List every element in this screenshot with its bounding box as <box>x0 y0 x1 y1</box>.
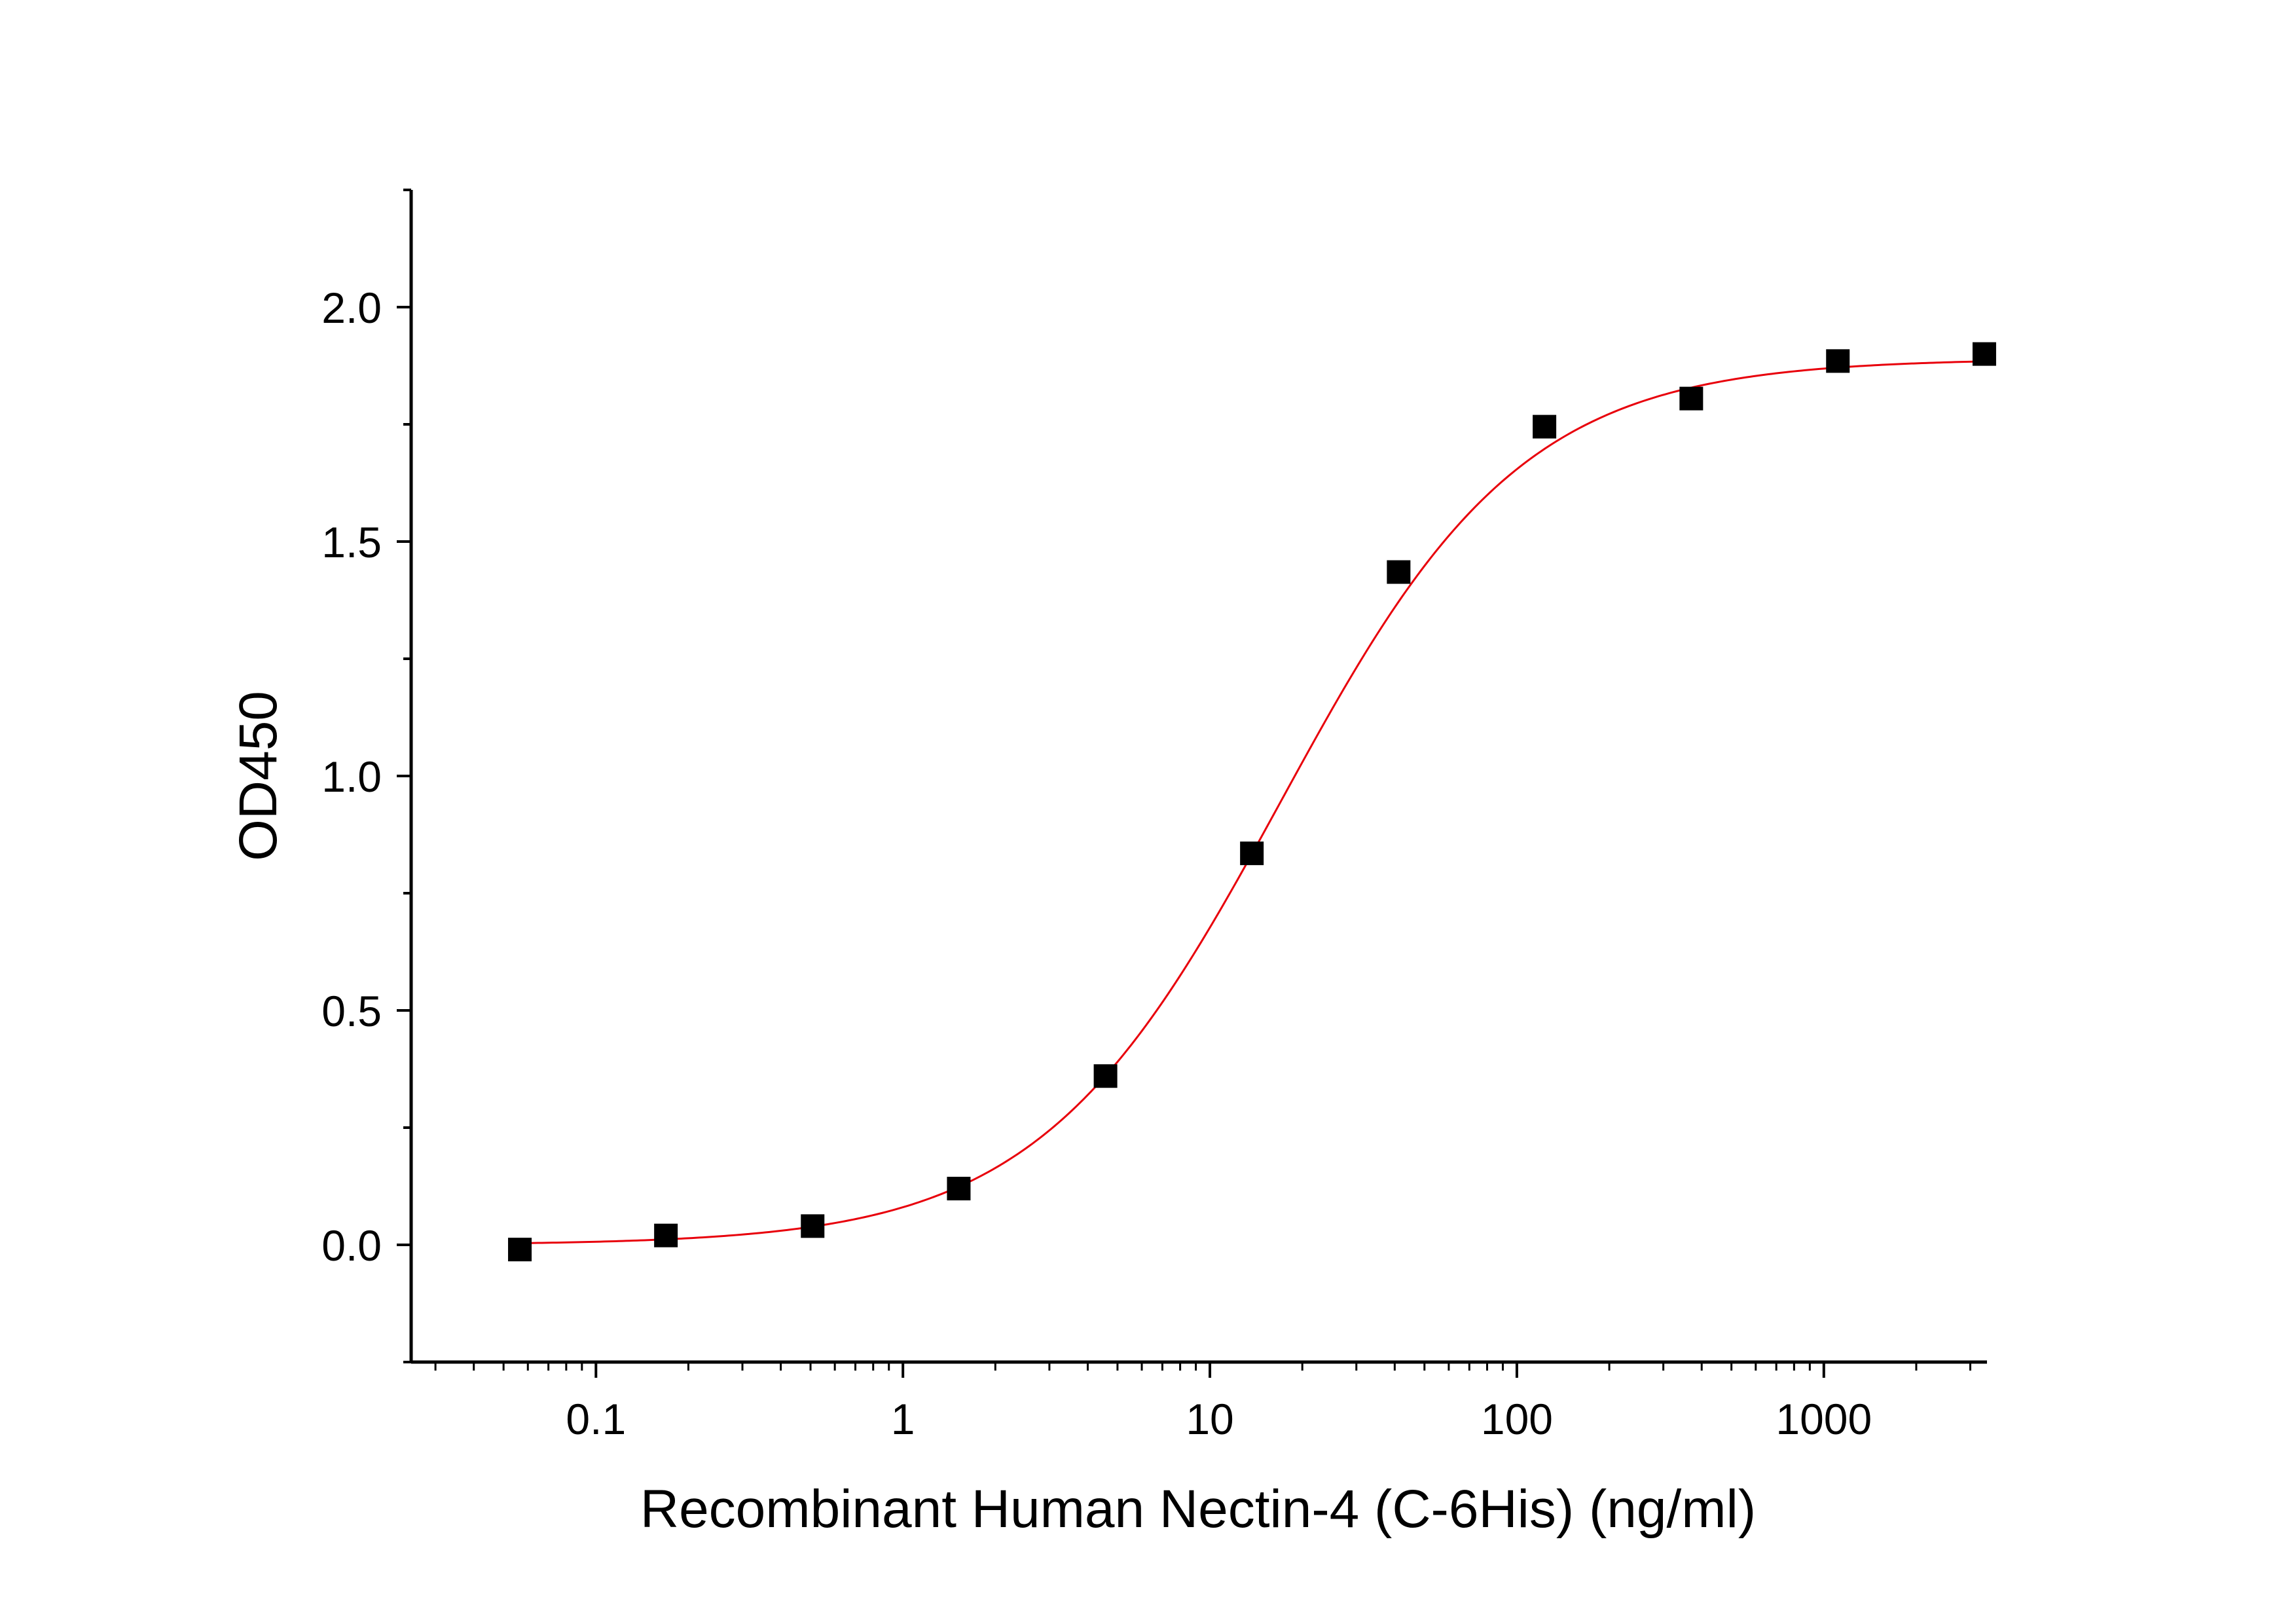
y-tick-label: 1.5 <box>321 518 382 566</box>
y-tick-label: 0.5 <box>321 987 382 1035</box>
y-tick-label: 0.0 <box>321 1221 382 1270</box>
x-tick-label: 1 <box>891 1395 915 1443</box>
x-ticks: 0.1 1 10 100 1000 <box>434 1362 1972 1443</box>
fit-curve <box>520 360 1984 1244</box>
data-point <box>1826 349 1850 373</box>
x-tick-label: 100 <box>1481 1395 1553 1443</box>
data-point <box>508 1238 532 1262</box>
x-tick-label: 0.1 <box>566 1395 626 1443</box>
data-point <box>801 1214 825 1238</box>
data-points <box>508 342 1996 1262</box>
data-point <box>1093 1064 1118 1088</box>
y-axis-label: OD450 <box>228 691 288 861</box>
x-tick-label: 1000 <box>1776 1395 1872 1443</box>
data-point <box>947 1177 971 1201</box>
data-point <box>1240 841 1264 866</box>
x-axis-label: Recombinant Human Nectin-4 (C-6His) (ng/… <box>640 1479 1756 1539</box>
plot-area: 0.0 0.5 1.0 1.5 2.0 0.1 1 10 100 1000 <box>321 189 1996 1443</box>
x-tick-label: 10 <box>1186 1395 1233 1443</box>
y-ticks: 0.0 0.5 1.0 1.5 2.0 <box>321 189 411 1363</box>
data-point <box>1972 342 1996 366</box>
y-tick-label: 2.0 <box>321 284 382 332</box>
y-tick-label: 1.0 <box>321 752 382 801</box>
data-point <box>654 1223 678 1247</box>
data-point <box>1387 560 1411 584</box>
data-point <box>1679 386 1704 411</box>
data-point <box>1533 415 1557 439</box>
